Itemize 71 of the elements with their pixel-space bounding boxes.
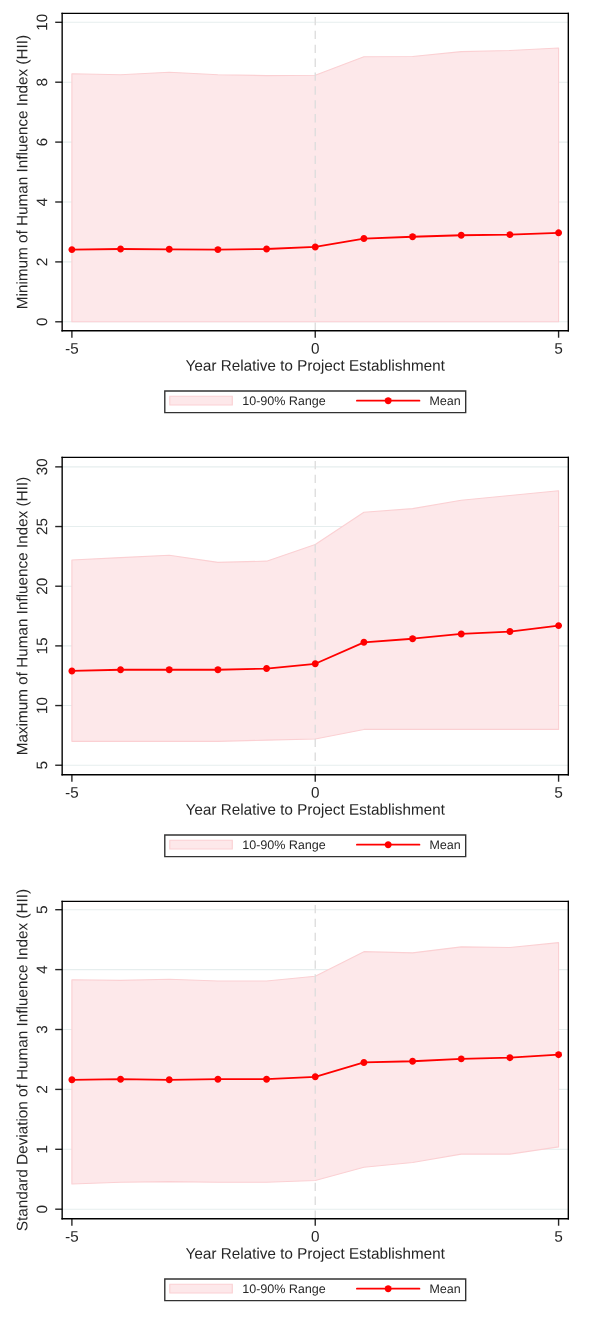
x-axis-title: Year Relative to Project Establishment [185, 803, 445, 818]
x-tick-label: 0 [311, 786, 319, 798]
y-tick-label: 6 [36, 138, 48, 146]
legend-label: Mean [430, 840, 460, 850]
y-axis-title: Standard Deviation of Human Influence Index (HII) [16, 889, 31, 1231]
y-axis-title: Minimum of Human Influence Index (HII) [16, 35, 31, 308]
x-tick-label: -5 [65, 1231, 79, 1242]
point [506, 231, 514, 239]
y-tick-label: 20 [36, 578, 48, 594]
point [263, 245, 271, 253]
y-tick-label: 5 [36, 906, 48, 914]
point [360, 235, 368, 243]
point [311, 660, 319, 668]
point [506, 1054, 514, 1062]
y-tick-label: 30 [36, 458, 48, 475]
point [117, 1075, 125, 1083]
point [409, 233, 417, 241]
point [263, 665, 271, 673]
point [263, 1075, 271, 1083]
point [360, 1058, 368, 1066]
x-axis-title: Year Relative to Project Establishment [185, 359, 445, 374]
legend-label: 10-90% Range [243, 396, 326, 408]
point [311, 243, 319, 251]
point [555, 1051, 563, 1059]
point [68, 246, 76, 254]
legend-label: 10-90% Range [243, 1284, 326, 1296]
x-tick-label: 5 [554, 343, 563, 354]
x-tick-label: 5 [554, 1231, 563, 1242]
y-tick-label: 10 [36, 14, 48, 30]
y-axis-title: Maximum of Human Influence Index (HII) [16, 477, 31, 755]
y-tick-label: 25 [36, 518, 48, 535]
y-tick-label: 0 [36, 1205, 48, 1213]
y-tick-label: 15 [36, 638, 48, 654]
point [457, 1055, 465, 1063]
point [214, 1075, 222, 1083]
point [165, 666, 173, 674]
x-tick-label: 0 [311, 342, 319, 354]
y-tick-label: 3 [36, 1025, 48, 1034]
point [409, 1057, 417, 1065]
point [117, 666, 125, 674]
legend-label: Mean [430, 1284, 460, 1294]
point [506, 628, 514, 636]
point [555, 622, 563, 630]
x-tick-label: 5 [554, 787, 563, 798]
point [117, 245, 125, 253]
x-tick-label: 0 [311, 1230, 319, 1242]
y-tick-label: 4 [36, 198, 48, 206]
point [457, 630, 465, 638]
x-axis-title: Year Relative to Project Establishment [185, 1247, 445, 1262]
point [165, 1076, 173, 1084]
legend-label: 10-90% Range [243, 840, 326, 852]
point [360, 638, 368, 646]
point [555, 229, 563, 237]
y-tick-label: 4 [36, 965, 48, 974]
point [311, 1073, 319, 1081]
y-tick-label: 1 [36, 1145, 48, 1153]
point [68, 1076, 76, 1084]
y-tick-label: 0 [36, 318, 48, 326]
point [457, 231, 465, 239]
y-tick-label: 2 [36, 258, 48, 266]
y-tick-label: 2 [36, 1085, 48, 1093]
x-tick-label: -5 [65, 343, 79, 354]
point [165, 245, 173, 253]
point [214, 246, 222, 254]
y-tick-label: 5 [36, 761, 48, 769]
y-tick-label: 10 [36, 697, 48, 713]
legend-label: Mean [430, 396, 460, 406]
point [214, 666, 222, 674]
point [409, 635, 417, 643]
y-tick-label: 8 [36, 78, 48, 86]
x-tick-label: -5 [65, 787, 79, 798]
